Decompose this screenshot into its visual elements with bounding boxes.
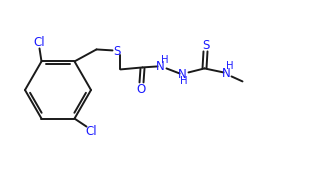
Text: O: O bbox=[137, 83, 146, 96]
Text: Cl: Cl bbox=[86, 125, 97, 138]
Text: N: N bbox=[222, 67, 231, 80]
Text: H: H bbox=[180, 76, 187, 86]
Text: S: S bbox=[113, 45, 120, 58]
Text: N: N bbox=[178, 68, 187, 81]
Text: S: S bbox=[202, 39, 209, 52]
Text: N: N bbox=[156, 60, 165, 73]
Text: H: H bbox=[226, 61, 233, 72]
Text: H: H bbox=[161, 55, 168, 65]
Text: Cl: Cl bbox=[34, 36, 45, 49]
